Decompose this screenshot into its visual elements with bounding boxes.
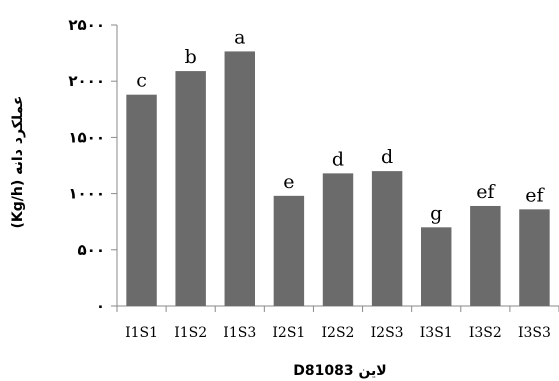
x-tick-label: I2S1	[272, 325, 305, 341]
x-tick-label: I3S2	[469, 325, 502, 341]
bar-significance-label: c	[136, 70, 147, 92]
bar-significance-label: g	[430, 202, 442, 224]
bar-significance-label: a	[234, 26, 245, 48]
x-tick-label: I1S2	[174, 325, 207, 341]
x-axis-title: لاین D81083	[293, 363, 386, 379]
x-tick-label: I3S3	[518, 325, 551, 341]
bar-significance-label: ef	[476, 181, 496, 203]
bar-significance-label: ef	[525, 184, 545, 206]
y-axis-title: عملکرد دانه (Kg/h)	[10, 96, 26, 229]
y-tick-label: ۱۰۰۰	[68, 185, 105, 203]
y-tick-label: ۲۵۰۰	[68, 16, 105, 34]
x-tick-label: I2S2	[322, 325, 355, 341]
bar-i1s2	[175, 71, 206, 306]
y-tick-label: ۱۵۰۰	[68, 128, 105, 146]
bar-significance-label: d	[332, 148, 344, 170]
bar-i3s3	[519, 209, 550, 306]
bar-i2s3	[371, 171, 403, 306]
bar-i2s2	[322, 173, 354, 306]
bar-significance-label: e	[283, 171, 294, 193]
bar-i1s3	[224, 51, 256, 306]
bar-i1s1	[126, 94, 157, 306]
x-tick-label: I1S1	[125, 325, 158, 341]
bar-i3s2	[470, 205, 501, 306]
x-tick-label: I1S3	[223, 325, 256, 341]
x-tick-label: I3S1	[420, 325, 453, 341]
plot-area: ۰ ۵۰۰ ۱۰۰۰ ۱۵۰۰ ۲۰۰۰ ۲۵۰۰ c I1S1 b I1S2 a I1S3 e I2S1…	[68, 16, 559, 341]
bar-i3s1	[420, 227, 452, 306]
bar-i2s1	[273, 195, 305, 306]
y-tick-label: ۲۰۰۰	[68, 72, 105, 90]
bar-significance-label: b	[185, 46, 197, 68]
y-tick-label: ۰	[96, 297, 105, 315]
bar-significance-label: d	[381, 146, 393, 168]
x-tick-label: I2S3	[371, 325, 404, 341]
y-tick-label: ۵۰۰	[78, 241, 105, 259]
